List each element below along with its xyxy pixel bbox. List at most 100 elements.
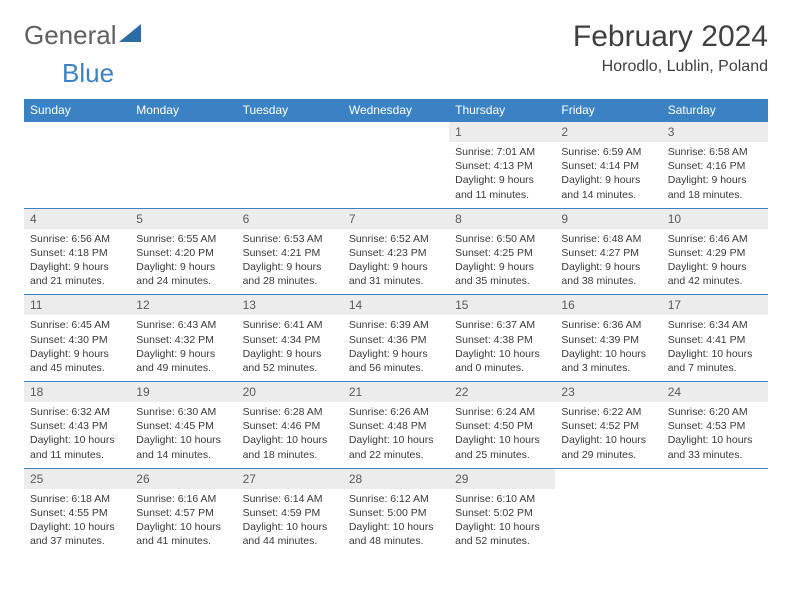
day-data: Sunrise: 6:46 AMSunset: 4:29 PMDaylight:…	[662, 229, 768, 295]
day-data: Sunrise: 6:28 AMSunset: 4:46 PMDaylight:…	[237, 402, 343, 468]
calendar-table: SundayMondayTuesdayWednesdayThursdayFrid…	[24, 99, 768, 554]
logo-text-blue: Blue	[62, 58, 114, 89]
day-data: Sunrise: 6:53 AMSunset: 4:21 PMDaylight:…	[237, 229, 343, 295]
calendar-day-cell: 9Sunrise: 6:48 AMSunset: 4:27 PMDaylight…	[555, 208, 661, 295]
day-number: 3	[662, 122, 768, 142]
calendar-day-cell: 23Sunrise: 6:22 AMSunset: 4:52 PMDayligh…	[555, 382, 661, 469]
day-data: Sunrise: 6:43 AMSunset: 4:32 PMDaylight:…	[130, 315, 236, 381]
calendar-week-row: 11Sunrise: 6:45 AMSunset: 4:30 PMDayligh…	[24, 295, 768, 382]
day-header: Thursday	[449, 99, 555, 122]
calendar-day-cell: 19Sunrise: 6:30 AMSunset: 4:45 PMDayligh…	[130, 382, 236, 469]
month-title: February 2024	[573, 20, 768, 54]
logo-text-general: General	[24, 20, 117, 51]
calendar-empty-cell	[130, 122, 236, 209]
day-number: 5	[130, 209, 236, 229]
day-header: Friday	[555, 99, 661, 122]
calendar-empty-cell	[237, 122, 343, 209]
day-data: Sunrise: 6:55 AMSunset: 4:20 PMDaylight:…	[130, 229, 236, 295]
calendar-day-cell: 4Sunrise: 6:56 AMSunset: 4:18 PMDaylight…	[24, 208, 130, 295]
day-number: 24	[662, 382, 768, 402]
day-number: 28	[343, 469, 449, 489]
day-number: 26	[130, 469, 236, 489]
calendar-day-cell: 8Sunrise: 6:50 AMSunset: 4:25 PMDaylight…	[449, 208, 555, 295]
calendar-day-cell: 13Sunrise: 6:41 AMSunset: 4:34 PMDayligh…	[237, 295, 343, 382]
day-number: 15	[449, 295, 555, 315]
day-number: 27	[237, 469, 343, 489]
logo-triangle-icon	[119, 24, 141, 47]
day-data: Sunrise: 6:41 AMSunset: 4:34 PMDaylight:…	[237, 315, 343, 381]
day-data: Sunrise: 6:36 AMSunset: 4:39 PMDaylight:…	[555, 315, 661, 381]
location: Horodlo, Lublin, Poland	[573, 58, 768, 76]
day-number: 8	[449, 209, 555, 229]
day-data: Sunrise: 6:10 AMSunset: 5:02 PMDaylight:…	[449, 489, 555, 555]
calendar-empty-cell	[24, 122, 130, 209]
day-data: Sunrise: 6:34 AMSunset: 4:41 PMDaylight:…	[662, 315, 768, 381]
calendar-body: 1Sunrise: 7:01 AMSunset: 4:13 PMDaylight…	[24, 122, 768, 555]
title-block: February 2024 Horodlo, Lublin, Poland	[573, 20, 768, 76]
calendar-day-cell: 6Sunrise: 6:53 AMSunset: 4:21 PMDaylight…	[237, 208, 343, 295]
calendar-day-cell: 3Sunrise: 6:58 AMSunset: 4:16 PMDaylight…	[662, 122, 768, 209]
day-data: Sunrise: 6:18 AMSunset: 4:55 PMDaylight:…	[24, 489, 130, 555]
calendar-day-cell: 10Sunrise: 6:46 AMSunset: 4:29 PMDayligh…	[662, 208, 768, 295]
calendar-empty-cell	[662, 468, 768, 554]
calendar-week-row: 1Sunrise: 7:01 AMSunset: 4:13 PMDaylight…	[24, 122, 768, 209]
day-data: Sunrise: 6:32 AMSunset: 4:43 PMDaylight:…	[24, 402, 130, 468]
calendar-day-cell: 5Sunrise: 6:55 AMSunset: 4:20 PMDaylight…	[130, 208, 236, 295]
day-number: 7	[343, 209, 449, 229]
calendar-day-cell: 11Sunrise: 6:45 AMSunset: 4:30 PMDayligh…	[24, 295, 130, 382]
day-header-row: SundayMondayTuesdayWednesdayThursdayFrid…	[24, 99, 768, 122]
calendar-week-row: 25Sunrise: 6:18 AMSunset: 4:55 PMDayligh…	[24, 468, 768, 554]
day-number: 22	[449, 382, 555, 402]
day-number: 12	[130, 295, 236, 315]
day-number: 16	[555, 295, 661, 315]
calendar-day-cell: 21Sunrise: 6:26 AMSunset: 4:48 PMDayligh…	[343, 382, 449, 469]
day-header: Monday	[130, 99, 236, 122]
calendar-day-cell: 1Sunrise: 7:01 AMSunset: 4:13 PMDaylight…	[449, 122, 555, 209]
calendar-day-cell: 18Sunrise: 6:32 AMSunset: 4:43 PMDayligh…	[24, 382, 130, 469]
day-header: Sunday	[24, 99, 130, 122]
day-data: Sunrise: 6:12 AMSunset: 5:00 PMDaylight:…	[343, 489, 449, 555]
day-data: Sunrise: 6:45 AMSunset: 4:30 PMDaylight:…	[24, 315, 130, 381]
calendar-day-cell: 14Sunrise: 6:39 AMSunset: 4:36 PMDayligh…	[343, 295, 449, 382]
day-number: 9	[555, 209, 661, 229]
calendar-day-cell: 7Sunrise: 6:52 AMSunset: 4:23 PMDaylight…	[343, 208, 449, 295]
calendar-day-cell: 22Sunrise: 6:24 AMSunset: 4:50 PMDayligh…	[449, 382, 555, 469]
day-header: Wednesday	[343, 99, 449, 122]
day-data: Sunrise: 6:39 AMSunset: 4:36 PMDaylight:…	[343, 315, 449, 381]
calendar-day-cell: 28Sunrise: 6:12 AMSunset: 5:00 PMDayligh…	[343, 468, 449, 554]
day-data: Sunrise: 6:58 AMSunset: 4:16 PMDaylight:…	[662, 142, 768, 208]
day-data: Sunrise: 6:59 AMSunset: 4:14 PMDaylight:…	[555, 142, 661, 208]
day-header: Saturday	[662, 99, 768, 122]
day-data: Sunrise: 6:56 AMSunset: 4:18 PMDaylight:…	[24, 229, 130, 295]
day-data: Sunrise: 6:50 AMSunset: 4:25 PMDaylight:…	[449, 229, 555, 295]
day-number: 10	[662, 209, 768, 229]
day-data: Sunrise: 6:14 AMSunset: 4:59 PMDaylight:…	[237, 489, 343, 555]
calendar-day-cell: 16Sunrise: 6:36 AMSunset: 4:39 PMDayligh…	[555, 295, 661, 382]
calendar-week-row: 18Sunrise: 6:32 AMSunset: 4:43 PMDayligh…	[24, 382, 768, 469]
day-data: Sunrise: 6:52 AMSunset: 4:23 PMDaylight:…	[343, 229, 449, 295]
day-number: 17	[662, 295, 768, 315]
day-number: 21	[343, 382, 449, 402]
day-data: Sunrise: 7:01 AMSunset: 4:13 PMDaylight:…	[449, 142, 555, 208]
day-data: Sunrise: 6:16 AMSunset: 4:57 PMDaylight:…	[130, 489, 236, 555]
calendar-week-row: 4Sunrise: 6:56 AMSunset: 4:18 PMDaylight…	[24, 208, 768, 295]
day-data: Sunrise: 6:26 AMSunset: 4:48 PMDaylight:…	[343, 402, 449, 468]
calendar-day-cell: 2Sunrise: 6:59 AMSunset: 4:14 PMDaylight…	[555, 122, 661, 209]
calendar-day-cell: 20Sunrise: 6:28 AMSunset: 4:46 PMDayligh…	[237, 382, 343, 469]
day-number: 18	[24, 382, 130, 402]
day-number: 4	[24, 209, 130, 229]
day-number: 23	[555, 382, 661, 402]
calendar-day-cell: 27Sunrise: 6:14 AMSunset: 4:59 PMDayligh…	[237, 468, 343, 554]
day-data: Sunrise: 6:30 AMSunset: 4:45 PMDaylight:…	[130, 402, 236, 468]
day-number: 6	[237, 209, 343, 229]
logo: General	[24, 20, 141, 51]
day-number: 19	[130, 382, 236, 402]
day-data: Sunrise: 6:20 AMSunset: 4:53 PMDaylight:…	[662, 402, 768, 468]
calendar-empty-cell	[343, 122, 449, 209]
day-header: Tuesday	[237, 99, 343, 122]
day-number: 29	[449, 469, 555, 489]
calendar-day-cell: 26Sunrise: 6:16 AMSunset: 4:57 PMDayligh…	[130, 468, 236, 554]
day-data: Sunrise: 6:24 AMSunset: 4:50 PMDaylight:…	[449, 402, 555, 468]
day-number: 14	[343, 295, 449, 315]
day-number: 20	[237, 382, 343, 402]
